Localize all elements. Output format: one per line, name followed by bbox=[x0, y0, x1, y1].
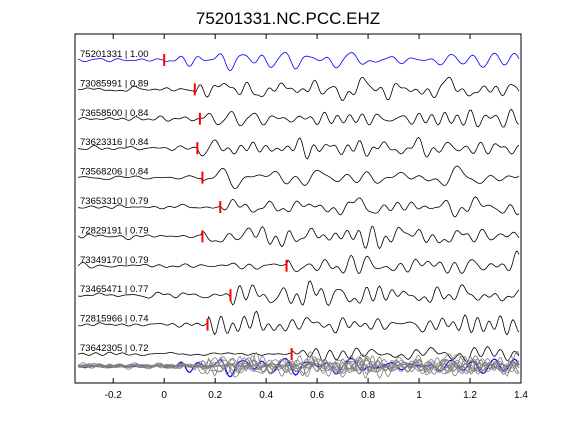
trace-line-7 bbox=[77, 225, 520, 250]
trace-label-11: 73642305 | 0.72 bbox=[80, 343, 149, 354]
trace-label-10: 72815966 | 0.74 bbox=[80, 314, 149, 325]
trace-line-1 bbox=[77, 51, 520, 72]
x-tick-label: 1.4 bbox=[514, 390, 528, 401]
pick-markers bbox=[163, 54, 293, 360]
trace-line-3 bbox=[77, 108, 520, 128]
x-tick-label: 0.8 bbox=[361, 390, 375, 401]
stack-line-11 bbox=[77, 357, 520, 375]
trace-group bbox=[77, 51, 520, 363]
stack-line-9 bbox=[77, 351, 520, 377]
trace-label-4: 73623316 | 0.84 bbox=[80, 137, 149, 148]
x-tick-label: 0.2 bbox=[208, 390, 222, 401]
stacked-traces bbox=[77, 350, 520, 379]
trace-line-5 bbox=[77, 165, 520, 190]
trace-label-8: 73349170 | 0.79 bbox=[80, 255, 149, 266]
plot-area bbox=[74, 33, 522, 384]
trace-label-6: 73653310 | 0.79 bbox=[80, 196, 149, 207]
trace-label-2: 73085991 | 0.89 bbox=[80, 78, 149, 89]
chart-title: 75201331.NC.PCC.EHZ bbox=[196, 9, 380, 28]
trace-line-2 bbox=[77, 76, 520, 101]
trace-label-5: 73568206 | 0.84 bbox=[80, 167, 149, 178]
trace-labels: 75201331 | 1.00 73085991 | 0.89 73658500 |… bbox=[80, 49, 149, 354]
trace-line-11 bbox=[77, 345, 520, 363]
x-tick-label: 1 bbox=[416, 390, 422, 401]
trace-line-6 bbox=[77, 196, 520, 218]
x-tick-label: 1.2 bbox=[463, 390, 477, 401]
trace-label-7: 72829191 | 0.79 bbox=[80, 225, 149, 236]
trace-label-1: 75201331 | 1.00 bbox=[80, 49, 149, 60]
x-tick-label: 0.4 bbox=[259, 390, 273, 401]
x-axis-ticks: -0.2 0 0.2 0.4 0.6 0.8 1 1.2 1.4 bbox=[105, 34, 528, 401]
x-tick-label: 0 bbox=[161, 390, 167, 401]
trace-label-9: 73465471 | 0.77 bbox=[80, 284, 149, 295]
trace-line-8 bbox=[77, 250, 520, 274]
x-tick-label: -0.2 bbox=[105, 390, 123, 401]
trace-line-10 bbox=[77, 310, 520, 336]
trace-line-4 bbox=[77, 136, 520, 160]
trace-label-3: 73658500 | 0.84 bbox=[80, 108, 149, 119]
trace-line-9 bbox=[77, 280, 520, 307]
x-tick-label: 0.6 bbox=[310, 390, 324, 401]
